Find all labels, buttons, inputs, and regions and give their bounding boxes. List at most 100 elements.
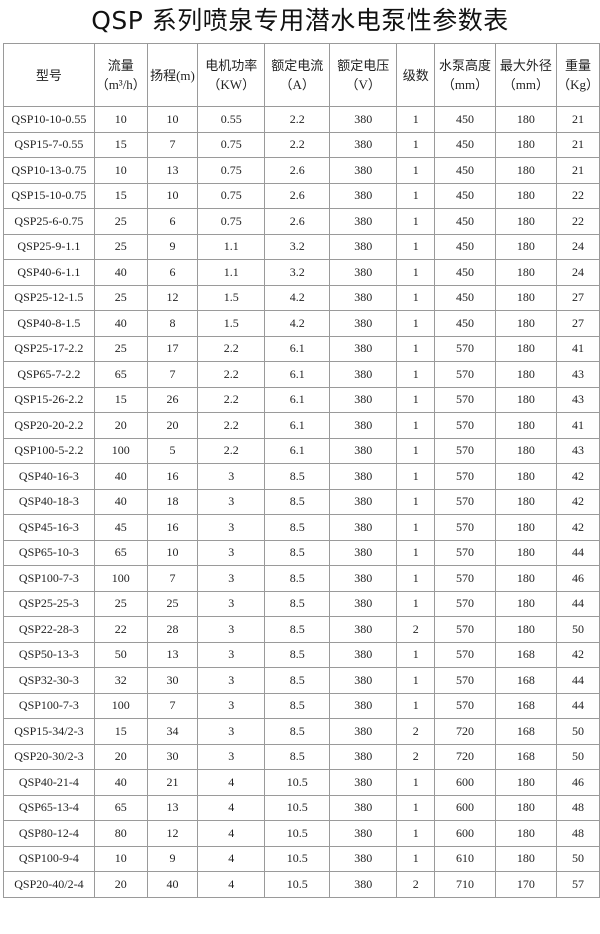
table-cell: 570 — [434, 514, 496, 541]
table-cell: QSP80-12-4 — [3, 820, 95, 847]
table-cell: 168 — [494, 667, 558, 694]
table-row: QSP15-7-0.55 15 7 0.75 2.2 380 1 450 180 21 — [3, 131, 600, 158]
table-cell: QSP25-12-1.5 — [3, 284, 95, 311]
table-cell: 6.1 — [264, 412, 331, 439]
table-cell: 2 — [396, 616, 436, 643]
table-cell: 15 — [93, 386, 148, 413]
table-cell: 16 — [146, 514, 199, 541]
table-row: QSP40-16-3 40 16 3 8.5 380 1 570 180 42 — [3, 463, 600, 490]
table-cell: 20 — [93, 743, 148, 770]
table-cell: 1.1 — [197, 233, 266, 260]
table-cell: 1 — [396, 310, 436, 337]
table-cell: 57 — [556, 871, 600, 898]
column-header-line: （Kg） — [557, 77, 599, 92]
table-cell: 28 — [146, 616, 199, 643]
table-cell: 1 — [396, 820, 436, 847]
table-cell: 1 — [396, 284, 436, 311]
table-cell: 2.2 — [264, 131, 331, 158]
table-cell: 570 — [434, 412, 496, 439]
table-cell: 7 — [146, 131, 199, 158]
table-cell: 380 — [329, 182, 398, 209]
table-cell: 27 — [556, 310, 600, 337]
table-cell: 13 — [146, 157, 199, 184]
table-cell: 2.6 — [264, 157, 331, 184]
table-cell: 30 — [146, 743, 199, 770]
table-cell: 450 — [434, 259, 496, 286]
table-cell: 41 — [556, 412, 600, 439]
table-cell: 380 — [329, 437, 398, 464]
table-cell: 180 — [494, 539, 558, 566]
table-cell: 1 — [396, 463, 436, 490]
table-cell: 180 — [494, 335, 558, 362]
table-cell: 720 — [434, 718, 496, 745]
table-cell: 46 — [556, 565, 600, 592]
table-cell: 80 — [93, 820, 148, 847]
column-header: 流量 （m³/h） — [93, 43, 148, 107]
table-cell: 720 — [434, 743, 496, 770]
table-cell: 180 — [494, 386, 558, 413]
table-cell: 27 — [556, 284, 600, 311]
table-cell: 6.1 — [264, 361, 331, 388]
table-cell: 380 — [329, 335, 398, 362]
table-cell: 65 — [93, 361, 148, 388]
column-header-line: 重量 — [565, 58, 592, 73]
table-cell: 0.75 — [197, 157, 266, 184]
table-cell: 43 — [556, 361, 600, 388]
table-cell: QSP10-10-0.55 — [3, 106, 95, 133]
table-cell: 21 — [556, 157, 600, 184]
table-cell: 24 — [556, 259, 600, 286]
table-cell: 16 — [146, 463, 199, 490]
table-cell: QSP25-9-1.1 — [3, 233, 95, 260]
table-cell: 2.2 — [264, 106, 331, 133]
table-cell: 40 — [93, 310, 148, 337]
table-cell: 43 — [556, 386, 600, 413]
table-cell: 180 — [494, 514, 558, 541]
table-cell: 44 — [556, 667, 600, 694]
table-row: QSP20-40/2-4 20 40 4 10.5 380 2 710 170 57 — [3, 871, 600, 898]
table-row: QSP100-9-4 10 9 4 10.5 380 1 610 180 50 — [3, 845, 600, 872]
table-cell: QSP15-7-0.55 — [3, 131, 95, 158]
table-cell: 610 — [434, 845, 496, 872]
table-cell: 600 — [434, 769, 496, 796]
table-cell: QSP15-10-0.75 — [3, 182, 95, 209]
table-cell: 3 — [197, 590, 266, 617]
column-header-line: 型号 — [35, 67, 62, 83]
table-cell: 43 — [556, 437, 600, 464]
table-cell: 25 — [93, 284, 148, 311]
table-cell: 42 — [556, 641, 600, 668]
table-cell: 17 — [146, 335, 199, 362]
table-cell: QSP32-30-3 — [3, 667, 95, 694]
table-cell: 3 — [197, 743, 266, 770]
table-cell: 380 — [329, 718, 398, 745]
table-cell: 21 — [146, 769, 199, 796]
table-cell: 8 — [146, 310, 199, 337]
table-row: QSP65-10-3 65 10 3 8.5 380 1 570 180 44 — [3, 539, 600, 566]
table-cell: 450 — [434, 182, 496, 209]
table-cell: 26 — [146, 386, 199, 413]
table-row: QSP20-20-2.2 20 20 2.2 6.1 380 1 570 180 41 — [3, 412, 600, 439]
table-cell: 450 — [434, 233, 496, 260]
table-cell: 25 — [93, 335, 148, 362]
table-cell: 380 — [329, 590, 398, 617]
table-cell: 1 — [396, 412, 436, 439]
table-row: QSP22-28-3 22 28 3 8.5 380 2 570 180 50 — [3, 616, 600, 643]
column-header-line: 级数 — [402, 67, 429, 83]
table-cell: 168 — [494, 718, 558, 745]
table-cell: QSP22-28-3 — [3, 616, 95, 643]
column-header: 额定电流 （A） — [264, 43, 331, 107]
table-cell: 380 — [329, 743, 398, 770]
table-cell: 44 — [556, 590, 600, 617]
table-cell: 48 — [556, 794, 600, 821]
table-cell: 3 — [197, 667, 266, 694]
table-row: QSP65-7-2.2 65 7 2.2 6.1 380 1 570 180 43 — [3, 361, 600, 388]
column-header-line: （mm） — [502, 77, 549, 92]
table-cell: 1 — [396, 845, 436, 872]
table-cell: 50 — [556, 616, 600, 643]
table-cell: 450 — [434, 310, 496, 337]
table-cell: 1 — [396, 769, 436, 796]
table-header-row: 型号 流量 （m³/h） 扬程(m) 电机功率 （KW） 额定电流 （A） 额定电压 （V） 级数水… — [3, 43, 600, 107]
table-cell: QSP100-9-4 — [3, 845, 95, 872]
table-cell: 1 — [396, 590, 436, 617]
table-cell: 450 — [434, 208, 496, 235]
table-cell: 1 — [396, 514, 436, 541]
